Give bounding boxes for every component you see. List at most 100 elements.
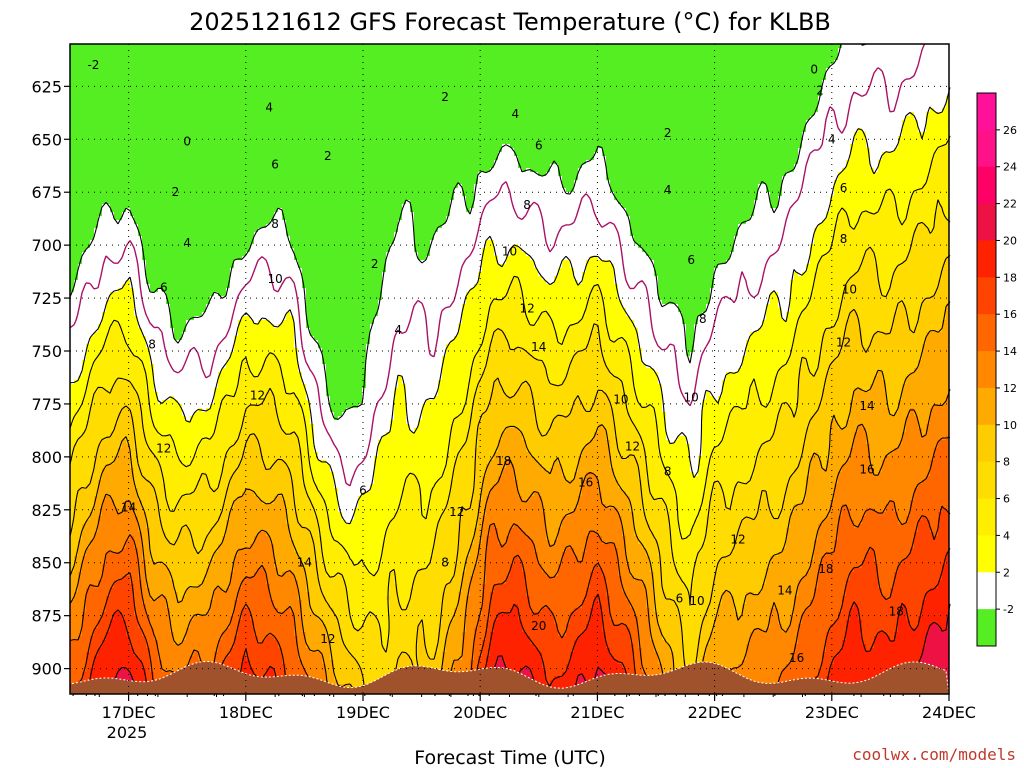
- shade-cell: [934, 52, 938, 56]
- shade-cell: [378, 96, 382, 100]
- shade-cell: [606, 128, 610, 132]
- shade-cell: [426, 56, 430, 60]
- shade-cell: [98, 80, 102, 84]
- shade-cell: [214, 92, 218, 96]
- shade-cell: [170, 128, 174, 132]
- shade-cell: [462, 80, 466, 84]
- shade-cell: [910, 88, 914, 92]
- shade-cell: [246, 64, 250, 68]
- shade-cell: [670, 52, 674, 56]
- shade-cell: [578, 80, 582, 84]
- shade-cell: [870, 104, 874, 108]
- shade-cell: [218, 68, 222, 72]
- shade-cell: [114, 56, 118, 60]
- shade-cell: [354, 116, 358, 120]
- shade-cell: [602, 108, 606, 112]
- shade-cell: [398, 100, 402, 104]
- shade-cell: [254, 96, 258, 100]
- shade-cell: [306, 124, 310, 128]
- shade-cell: [170, 120, 174, 124]
- shade-cell: [562, 132, 566, 136]
- shade-cell: [458, 92, 462, 96]
- shade-cell: [234, 76, 238, 80]
- shade-cell: [434, 60, 438, 64]
- shade-cell: [190, 72, 194, 76]
- shade-cell: [450, 48, 454, 52]
- shade-cell: [486, 128, 490, 132]
- shade-cell: [126, 124, 130, 128]
- shade-cell: [618, 112, 622, 116]
- shade-cell: [770, 68, 774, 72]
- shade-cell: [730, 92, 734, 96]
- shade-cell: [378, 48, 382, 52]
- shade-cell: [210, 52, 214, 56]
- shade-cell: [658, 88, 662, 92]
- shade-cell: [730, 116, 734, 120]
- shade-cell: [214, 64, 218, 68]
- shade-cell: [270, 68, 274, 72]
- shade-cell: [654, 132, 658, 136]
- shade-cell: [150, 100, 154, 104]
- shade-cell: [722, 116, 726, 120]
- shade-cell: [302, 124, 306, 128]
- shade-cell: [854, 52, 858, 56]
- shade-cell: [266, 88, 270, 92]
- shade-cell: [402, 68, 406, 72]
- shade-cell: [366, 80, 370, 84]
- shade-cell: [562, 100, 566, 104]
- shade-cell: [330, 112, 334, 116]
- shade-cell: [594, 112, 598, 116]
- shade-cell: [746, 60, 750, 64]
- shade-cell: [74, 120, 78, 124]
- shade-cell: [722, 92, 726, 96]
- shade-cell: [738, 100, 742, 104]
- shade-cell: [270, 132, 274, 136]
- shade-cell: [98, 132, 102, 136]
- shade-cell: [198, 132, 202, 136]
- shade-cell: [754, 60, 758, 64]
- shade-cell: [914, 128, 918, 132]
- shade-cell: [794, 88, 798, 92]
- shade-cell: [646, 120, 650, 124]
- shade-cell: [662, 108, 666, 112]
- shade-cell: [642, 108, 646, 112]
- shade-cell: [406, 48, 410, 52]
- shade-cell: [342, 116, 346, 120]
- shade-cell: [626, 60, 630, 64]
- shade-cell: [694, 104, 698, 108]
- shade-cell: [294, 52, 298, 56]
- shade-cell: [114, 60, 118, 64]
- shade-cell: [90, 72, 94, 76]
- shade-cell: [906, 128, 910, 132]
- shade-cell: [514, 124, 518, 128]
- shade-cell: [426, 112, 430, 116]
- shade-cell: [726, 56, 730, 60]
- shade-cell: [186, 100, 190, 104]
- shade-cell: [894, 64, 898, 68]
- shade-cell: [538, 104, 542, 108]
- shade-cell: [406, 72, 410, 76]
- shade-cell: [350, 60, 354, 64]
- shade-cell: [606, 116, 610, 120]
- shade-cell: [714, 88, 718, 92]
- shade-cell: [394, 80, 398, 84]
- shade-cell: [330, 100, 334, 104]
- shade-cell: [802, 64, 806, 68]
- shade-cell: [882, 120, 886, 124]
- shade-cell: [690, 52, 694, 56]
- shade-cell: [494, 112, 498, 116]
- shade-cell: [678, 108, 682, 112]
- shade-cell: [374, 132, 378, 136]
- shade-cell: [278, 56, 282, 60]
- shade-cell: [870, 68, 874, 72]
- shade-cell: [578, 120, 582, 124]
- shade-cell: [298, 88, 302, 92]
- shade-cell: [938, 88, 942, 92]
- shade-cell: [614, 96, 618, 100]
- shade-cell: [474, 68, 478, 72]
- shade-cell: [762, 72, 766, 76]
- shade-cell: [554, 96, 558, 100]
- shade-cell: [186, 68, 190, 72]
- shade-cell: [382, 116, 386, 120]
- shade-cell: [450, 80, 454, 84]
